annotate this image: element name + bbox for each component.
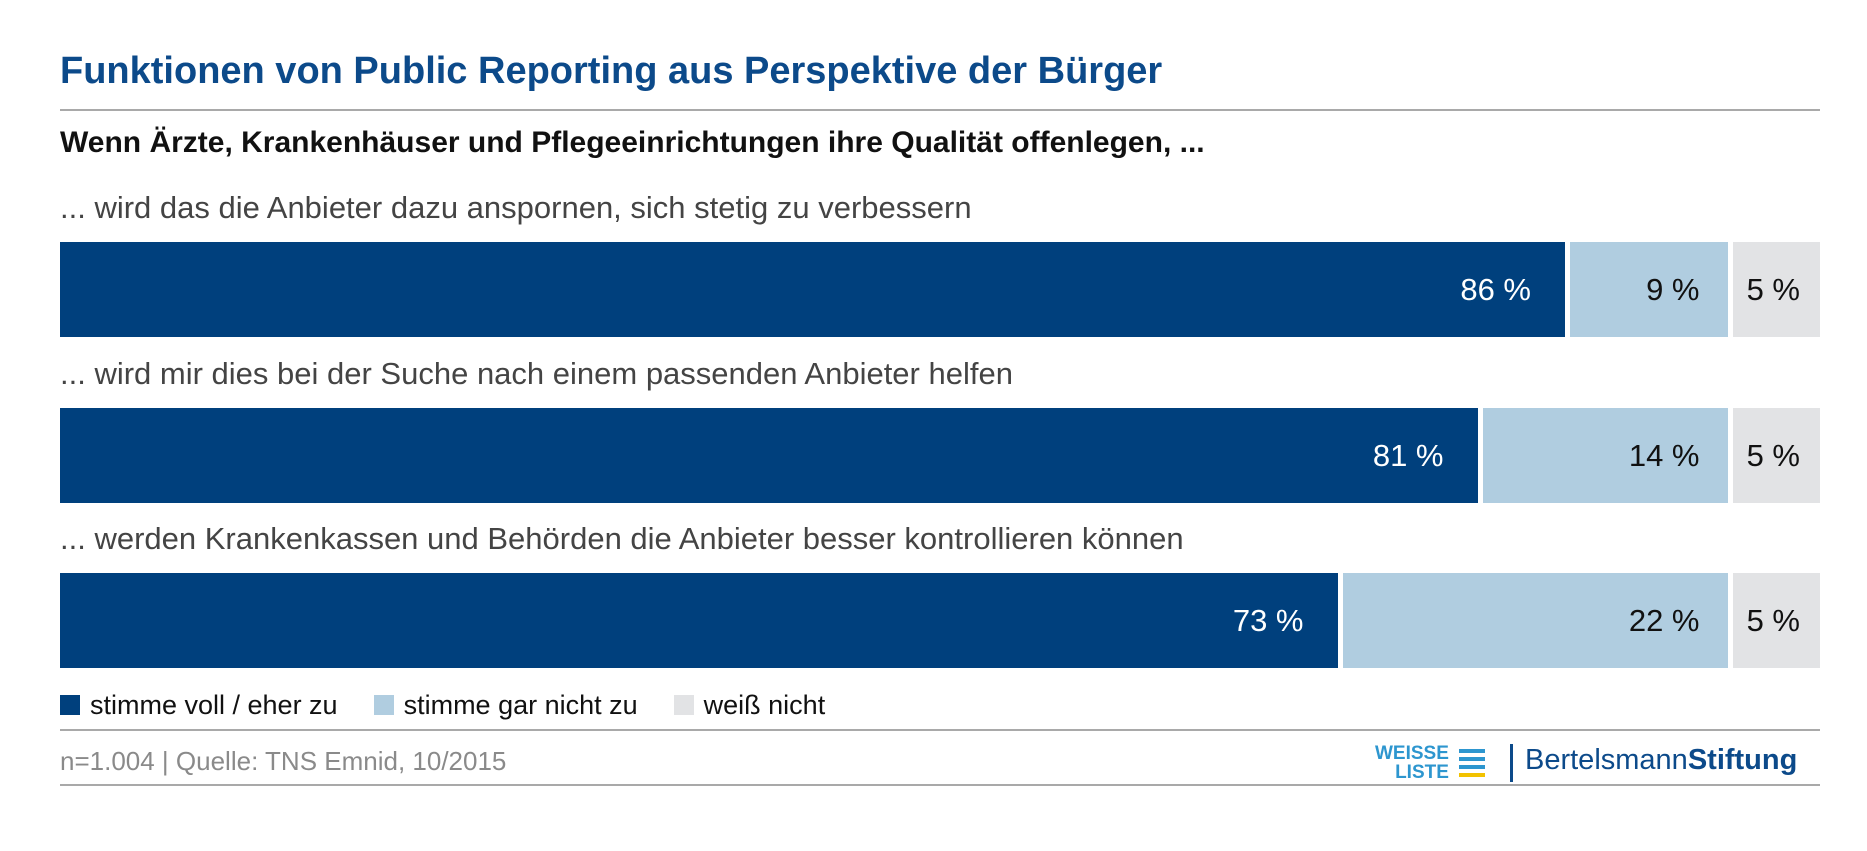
chart-title: Funktionen von Public Reporting aus Pers… [60, 50, 1163, 92]
footer-divider-bottom [60, 784, 1820, 786]
data-label: 5 % [1746, 437, 1800, 473]
data-label: 5 % [1746, 602, 1800, 638]
bar-segment: 5 % [1732, 242, 1820, 337]
legend-swatch [373, 695, 394, 715]
bar-segment: 86 % [60, 242, 1565, 337]
bar-segment: 14 % [1482, 408, 1728, 503]
legend-swatch [60, 695, 80, 715]
bar-row: 73 % 22 % 5 % [60, 573, 1820, 668]
title-divider [60, 109, 1820, 111]
category-label: ... werden Krankenkassen und Behörden di… [60, 521, 1184, 556]
category-label: ... wird das die Anbieter dazu anspornen… [60, 190, 972, 225]
bertelsmann-stiftung-logo: BertelsmannStiftung [1525, 744, 1797, 777]
legend-label: stimme gar nicht zu [403, 689, 638, 720]
chart-subtitle: Wenn Ärzte, Krankenhäuser und Pflegeeinr… [60, 126, 1205, 159]
weisse-liste-logo: WEISSE LISTE [1375, 744, 1485, 782]
legend-item: stimme voll / eher zu [60, 690, 338, 721]
bar-segment: 73 % [60, 573, 1338, 668]
source-note: n=1.004 | Quelle: TNS Emnid, 10/2015 [60, 746, 507, 776]
data-label: 73 % [1232, 602, 1304, 638]
bar-row: 86 % 9 % 5 % [60, 242, 1820, 337]
legend-item: weiß nicht [673, 689, 826, 721]
weisse-liste-logo-line2: LISTE [1395, 762, 1449, 783]
bar-row: 81 % 14 % 5 % [60, 408, 1820, 503]
data-label: 9 % [1646, 271, 1700, 307]
bar-segment: 9 % [1570, 242, 1728, 337]
weisse-liste-stripes-icon [1458, 747, 1485, 779]
logo-bertelsmann: Bertelsmann [1525, 744, 1688, 776]
bar-segment: 5 % [1732, 408, 1820, 503]
data-label: 5 % [1746, 271, 1800, 307]
bar-segment: 22 % [1342, 573, 1728, 668]
legend-swatch [673, 695, 694, 715]
logo-stiftung: Stiftung [1687, 744, 1798, 776]
legend-label: weiß nicht [703, 689, 826, 720]
bar-segment: 81 % [60, 408, 1478, 503]
legend-label: stimme voll / eher zu [90, 689, 338, 720]
data-label: 86 % [1460, 271, 1531, 307]
logo-separator [1510, 744, 1513, 782]
bar-segment: 5 % [1732, 573, 1820, 668]
legend-item: stimme gar nicht zu [373, 689, 638, 721]
data-label: 22 % [1628, 602, 1700, 638]
footer-divider-top [60, 729, 1820, 731]
data-label: 14 % [1628, 437, 1700, 473]
legend: stimme voll / eher zu stimme gar nicht zu… [60, 688, 861, 722]
data-label: 81 % [1372, 437, 1444, 473]
weisse-liste-logo-line1: WEISSE [1375, 743, 1449, 764]
category-label: ... wird mir dies bei der Suche nach ein… [60, 356, 1013, 391]
